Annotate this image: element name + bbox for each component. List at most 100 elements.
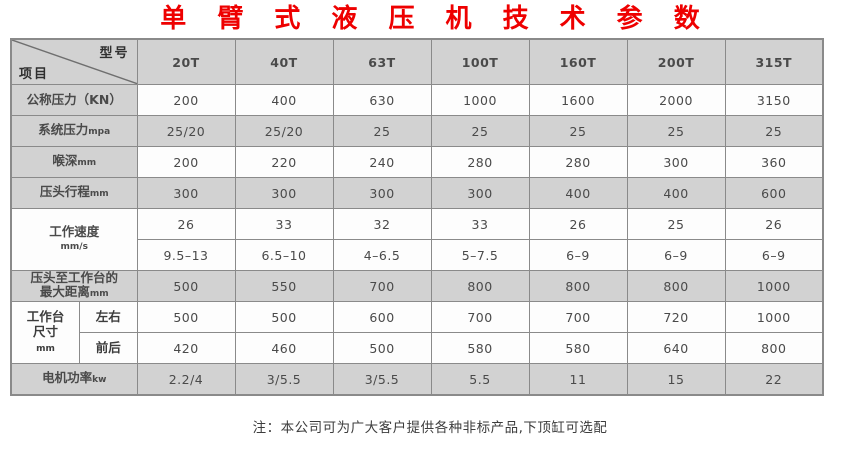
- corner-model-label: 型号: [99, 46, 130, 61]
- cell-r0-c4: 1600: [528, 84, 628, 116]
- corner-header-cell: 型号 项目: [10, 38, 138, 85]
- column-header-100t: 100T: [430, 38, 530, 85]
- cell-r9-c0: 2.2/4: [136, 363, 236, 396]
- row-label-text: 压头行程: [39, 184, 90, 199]
- cell-r1-c4: 25: [528, 115, 628, 147]
- row-label-throat-depth: 喉深mm: [10, 146, 138, 178]
- cell-r0-c0: 200: [136, 84, 236, 116]
- column-header-20t: 20T: [136, 38, 236, 85]
- cell-r7-c1: 500: [234, 301, 334, 333]
- cell-r2-c1: 220: [234, 146, 334, 178]
- cell-r5-c6: 6–9: [724, 239, 824, 271]
- table-header-row: 型号 项目 20T 40T 63T 100T 160T 200T 315T: [10, 38, 824, 85]
- cell-r8-c0: 420: [136, 332, 236, 364]
- footnote: 注：本公司可为广大客户提供各种非标产品,下顶缸可选配: [252, 420, 608, 436]
- page-title: 单 臂 式 液 压 机 技 术 参 数: [160, 4, 711, 34]
- cell-r1-c0: 25/20: [136, 115, 236, 147]
- cell-r3-c0: 300: [136, 177, 236, 209]
- cell-r0-c1: 400: [234, 84, 334, 116]
- cell-r2-c5: 300: [626, 146, 726, 178]
- row-label-text: 系统压力: [38, 122, 89, 137]
- cell-r2-c2: 240: [332, 146, 432, 178]
- cell-r8-c5: 640: [626, 332, 726, 364]
- table-row: 压头至工作台的 最大距离mm 500 550 700 800 800 800 10…: [10, 270, 824, 302]
- table-row: 公称压力（KN） 200 400 630 1000 1600 2000 3150: [10, 84, 824, 116]
- row-label-unit: mm: [77, 158, 97, 168]
- cell-r1-c2: 25: [332, 115, 432, 147]
- cell-r2-c3: 280: [430, 146, 530, 178]
- row-label-motor-power: 电机功率kw: [10, 363, 138, 396]
- row-label-unit: mm: [89, 189, 109, 199]
- row-label-table-size: 工作台 尺寸 mm 左右 前后: [10, 301, 138, 364]
- column-header-200t: 200T: [626, 38, 726, 85]
- row-label-ram-stroke: 压头行程mm: [10, 177, 138, 209]
- row-label-unit: mpa: [88, 127, 111, 137]
- cell-r4-c4: 26: [528, 208, 628, 240]
- cell-r6-c5: 800: [626, 270, 726, 302]
- corner-item-label: 项目: [19, 67, 50, 82]
- row-label-text: 压头至工作台的: [30, 270, 118, 285]
- column-header-160t: 160T: [528, 38, 628, 85]
- cell-r0-c6: 3150: [724, 84, 824, 116]
- cell-r1-c5: 25: [626, 115, 726, 147]
- column-header-63t: 63T: [332, 38, 432, 85]
- row-label-unit: mm/s: [60, 242, 88, 252]
- cell-r9-c3: 5.5: [430, 363, 530, 396]
- cell-r8-c1: 460: [234, 332, 334, 364]
- cell-r8-c3: 580: [430, 332, 530, 364]
- cell-r3-c6: 600: [724, 177, 824, 209]
- cell-r6-c3: 800: [430, 270, 530, 302]
- cell-r4-c3: 33: [430, 208, 530, 240]
- cell-r7-c4: 700: [528, 301, 628, 333]
- cell-r5-c4: 6–9: [528, 239, 628, 271]
- diagonal-divider-icon: [12, 40, 136, 84]
- row-label-text: 电机功率: [42, 370, 93, 385]
- row-label-text: 工作速度: [49, 224, 100, 239]
- row-label-text-2: 最大距离: [39, 284, 90, 299]
- sublabel-front-back: 前后: [95, 340, 121, 355]
- cell-r8-c6: 800: [724, 332, 824, 364]
- cell-r6-c2: 700: [332, 270, 432, 302]
- row-label-unit: kw: [92, 375, 107, 385]
- cell-r7-c6: 1000: [724, 301, 824, 333]
- cell-r6-c6: 1000: [724, 270, 824, 302]
- cell-r2-c4: 280: [528, 146, 628, 178]
- cell-r9-c1: 3/5.5: [234, 363, 334, 396]
- row-label-working-speed: 工作速度 mm/s: [10, 208, 138, 271]
- table-size-label-l1: 工作台: [26, 308, 65, 324]
- row-label-nominal-pressure: 公称压力（KN）: [10, 84, 138, 116]
- sublabel-left-right: 左右: [79, 302, 136, 333]
- column-header-40t: 40T: [234, 38, 334, 85]
- table-size-label: 工作台 尺寸 mm: [12, 302, 80, 363]
- cell-r0-c2: 630: [332, 84, 432, 116]
- cell-r0-c5: 2000: [626, 84, 726, 116]
- cell-r4-c0: 26: [136, 208, 236, 240]
- cell-r2-c0: 200: [136, 146, 236, 178]
- cell-r7-c5: 720: [626, 301, 726, 333]
- row-label-max-distance: 压头至工作台的 最大距离mm: [10, 270, 138, 302]
- spec-table-wrapper: 型号 项目 20T 40T 63T 100T 160T 200T 315T 公称…: [10, 38, 824, 396]
- cell-r0-c3: 1000: [430, 84, 530, 116]
- table-row: 工作台 尺寸 mm 左右 前后 500 500: [10, 301, 824, 364]
- cell-r6-c1: 550: [234, 270, 334, 302]
- table-row: 420 460 500 580 580 640 800: [11, 332, 824, 364]
- cell-r3-c3: 300: [430, 177, 530, 209]
- cell-r4-c2: 32: [332, 208, 432, 240]
- cell-r7-c0: 500: [136, 301, 236, 333]
- table-row: 电机功率kw 2.2/4 3/5.5 3/5.5 5.5 11 15 22: [10, 363, 824, 396]
- cell-r5-c1: 6.5–10: [234, 239, 334, 271]
- cell-r7-c2: 600: [332, 301, 432, 333]
- cell-r5-c3: 5–7.5: [430, 239, 530, 271]
- cell-r9-c4: 11: [528, 363, 628, 396]
- cell-r1-c1: 25/20: [234, 115, 334, 147]
- cell-r3-c2: 300: [332, 177, 432, 209]
- table-row: 压头行程mm 300 300 300 300 400 400 600: [10, 177, 824, 209]
- column-header-315t: 315T: [724, 38, 824, 85]
- cell-r3-c4: 400: [528, 177, 628, 209]
- row-label-text: 喉深: [52, 153, 78, 168]
- cell-r9-c6: 22: [724, 363, 824, 396]
- cell-r8-c4: 580: [528, 332, 628, 364]
- table-size-label-l2: 尺寸: [32, 323, 58, 339]
- table-row: 喉深mm 200 220 240 280 280 300 360: [10, 146, 824, 178]
- cell-r4-c1: 33: [234, 208, 334, 240]
